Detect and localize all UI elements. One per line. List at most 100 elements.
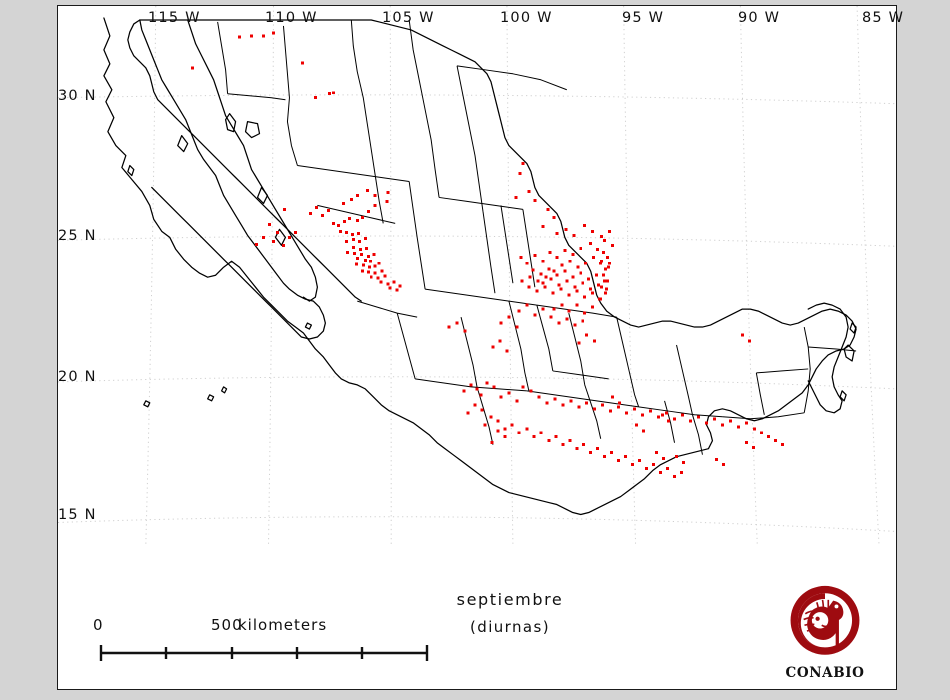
state-border-23	[722, 412, 805, 420]
observation-point	[355, 218, 359, 222]
observation-point	[361, 263, 365, 267]
state-border-7	[456, 65, 484, 212]
isla-angel-guarda	[224, 113, 237, 133]
observation-point	[503, 435, 507, 439]
state-border-8	[456, 65, 567, 91]
observation-point	[712, 417, 716, 421]
observation-point	[631, 463, 635, 467]
observation-point	[548, 250, 552, 254]
observation-point	[554, 435, 558, 439]
observation-point	[517, 309, 521, 313]
state-border-3	[297, 165, 410, 182]
isla-san-benedicto	[220, 386, 228, 394]
observation-point	[568, 439, 572, 443]
observation-point	[579, 271, 583, 275]
observation-point	[604, 267, 608, 271]
observation-point	[498, 339, 502, 343]
observation-point	[645, 467, 649, 471]
observation-point	[541, 281, 545, 285]
observation-point	[582, 443, 586, 447]
observation-point	[447, 325, 451, 329]
parallel-15n	[58, 516, 896, 532]
observation-point	[531, 268, 535, 272]
observation-point	[555, 273, 559, 277]
baja-peninsula-west	[139, 19, 326, 340]
observation-point	[336, 223, 340, 227]
state-border-36	[500, 205, 514, 284]
observation-point	[344, 239, 348, 243]
observation-point	[589, 287, 593, 291]
observation-point	[603, 279, 607, 283]
state-border-12	[357, 300, 418, 318]
observation-point	[605, 287, 609, 291]
observation-point	[561, 443, 565, 447]
observation-point	[583, 295, 587, 299]
observation-point	[667, 419, 671, 423]
isla-tiburon	[244, 121, 261, 139]
observation-point	[608, 261, 612, 265]
observation-point	[314, 205, 318, 209]
conabio-logo-block: CONABIO	[775, 581, 875, 681]
state-border-37	[552, 370, 609, 380]
observation-point	[352, 251, 356, 255]
observation-point	[355, 256, 359, 260]
observation-point	[490, 441, 494, 445]
observation-point	[714, 458, 718, 462]
observation-point	[351, 237, 355, 241]
observation-point	[455, 321, 459, 325]
observation-point	[611, 395, 615, 399]
observation-point	[376, 276, 380, 280]
observation-point	[525, 427, 529, 431]
lon-tick-label-2: 105 W	[382, 10, 435, 26]
state-border-21	[638, 406, 723, 418]
observation-point	[572, 233, 576, 237]
observation-point	[585, 333, 589, 337]
observation-point	[688, 419, 692, 423]
observation-point	[363, 258, 367, 262]
observation-point	[583, 223, 587, 227]
state-border-16	[508, 301, 530, 391]
observation-point	[571, 252, 575, 256]
state-border-9	[522, 209, 536, 288]
observation-point	[552, 215, 556, 219]
state-border-4	[408, 19, 440, 198]
observation-point	[560, 263, 564, 267]
observation-point	[507, 315, 511, 319]
observation-point	[514, 195, 518, 199]
observation-point	[517, 431, 521, 435]
lat-tick-label-3: 15 N	[58, 507, 97, 523]
observation-point	[600, 285, 604, 289]
observation-point	[581, 319, 585, 323]
observation-point	[262, 34, 266, 38]
observation-point	[342, 219, 346, 223]
observation-point	[466, 411, 470, 415]
observation-point	[577, 341, 581, 345]
observation-point	[747, 339, 751, 343]
observation-point	[489, 415, 493, 419]
banco-chinchorro	[839, 390, 847, 402]
observation-point	[553, 397, 557, 401]
observation-point	[596, 247, 600, 251]
observation-point	[600, 259, 604, 263]
observation-point	[281, 243, 285, 247]
observation-point	[655, 451, 659, 455]
observation-point	[191, 66, 195, 70]
observation-point	[552, 307, 556, 311]
observation-point	[752, 427, 756, 431]
state-border-15	[460, 316, 478, 387]
state-border-20	[616, 316, 640, 407]
observation-point	[373, 271, 377, 275]
observation-point	[469, 383, 473, 387]
observation-point	[680, 471, 684, 475]
state-border-35	[692, 414, 703, 455]
observation-point	[573, 323, 577, 327]
observation-point	[555, 231, 559, 235]
observation-point	[545, 401, 549, 405]
observation-point	[369, 275, 373, 279]
observation-point	[559, 287, 563, 291]
observation-point	[759, 431, 763, 435]
observation-point	[313, 96, 317, 100]
observation-point	[635, 423, 639, 427]
observation-point	[496, 429, 500, 433]
observation-point	[366, 209, 370, 213]
